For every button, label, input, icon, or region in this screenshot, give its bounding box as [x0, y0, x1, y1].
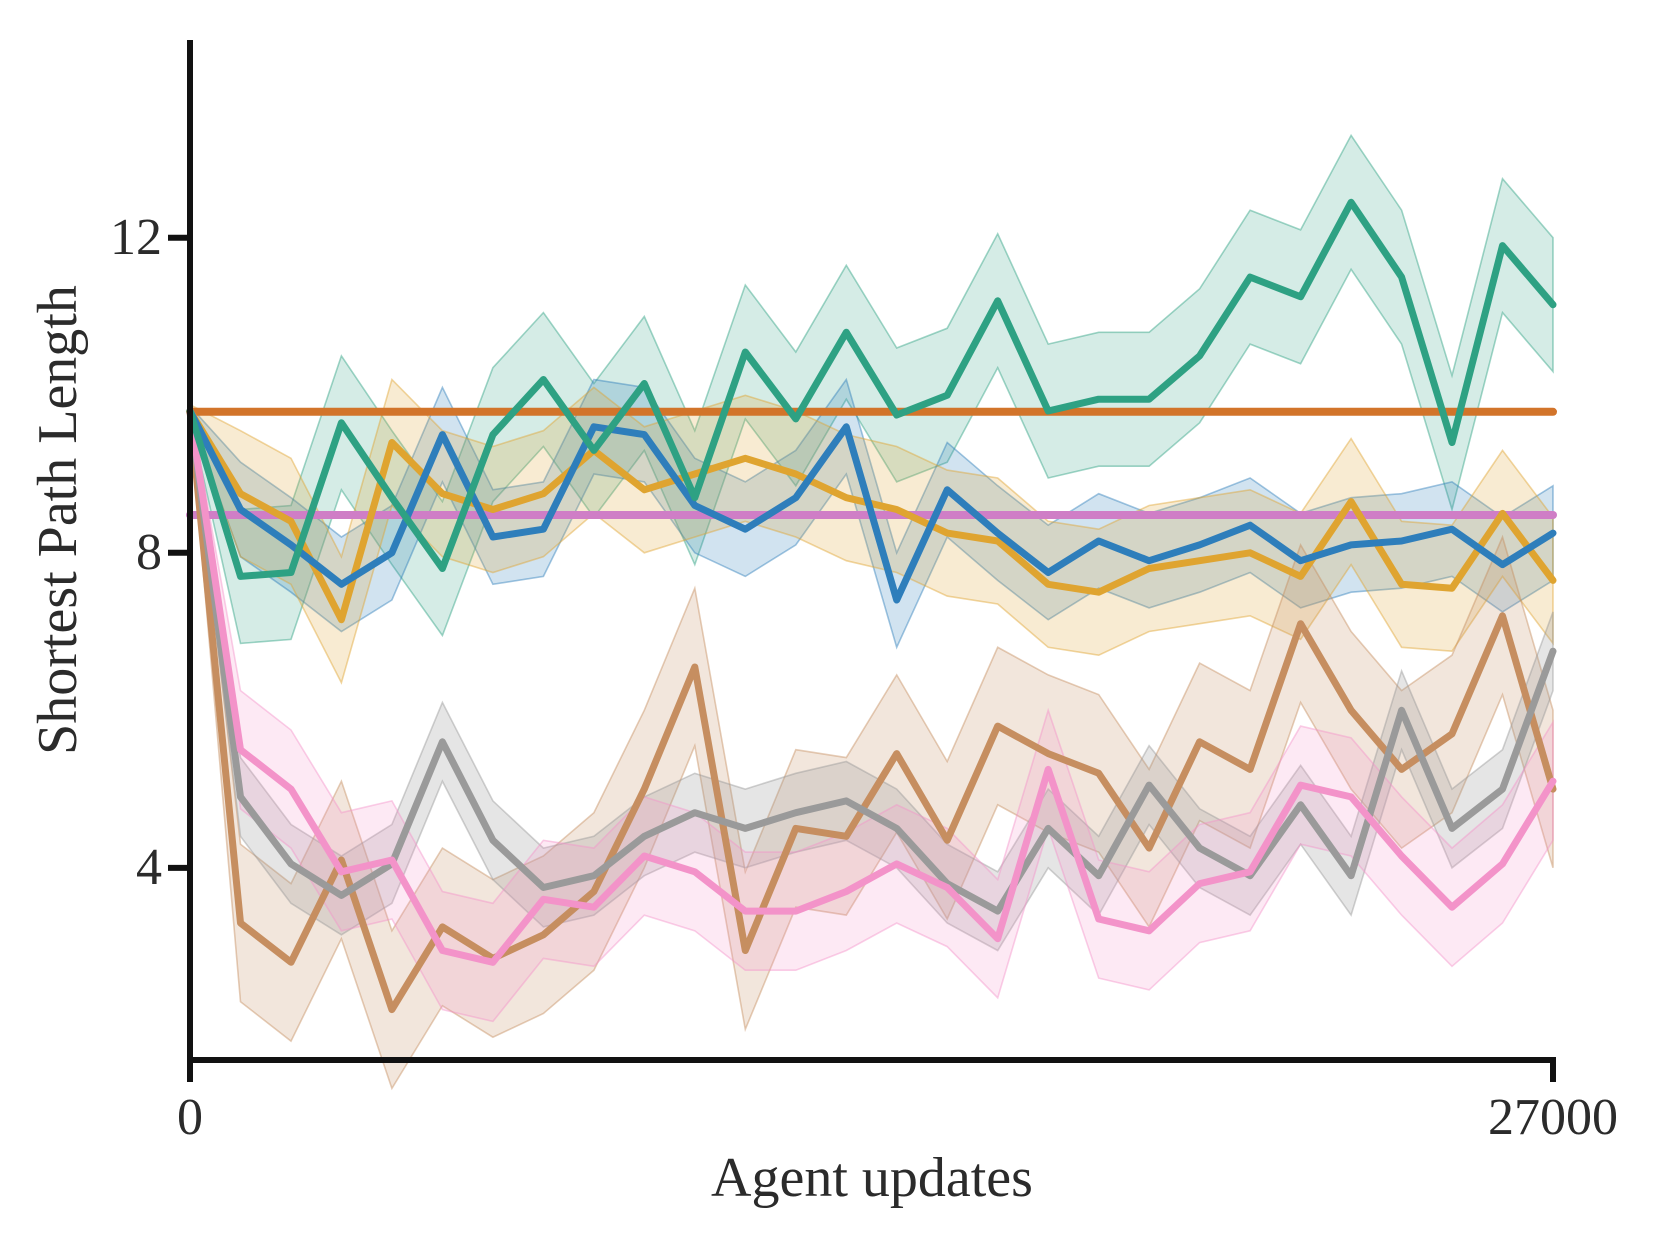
y-axis-label: Shortest Path Length: [27, 285, 89, 755]
y-tick-label-8: 8: [136, 524, 162, 581]
band-teal-agent: [189, 133, 1554, 645]
line-pink-agent: [186, 407, 1557, 966]
line-blue-agent: [186, 407, 1557, 604]
x-tick-label-27000: 27000: [1488, 1089, 1618, 1146]
line-gray-agent: [186, 407, 1557, 915]
x-axis-label: Agent updates: [711, 1147, 1033, 1209]
line-teal-agent: [186, 198, 1557, 580]
x-tick-label-0: 0: [177, 1089, 203, 1146]
y-tick-label-4: 4: [136, 839, 162, 896]
line-tan-agent: [186, 407, 1557, 1014]
band-pink-agent: [189, 404, 1554, 1023]
y-tick-label-12: 12: [110, 209, 162, 266]
